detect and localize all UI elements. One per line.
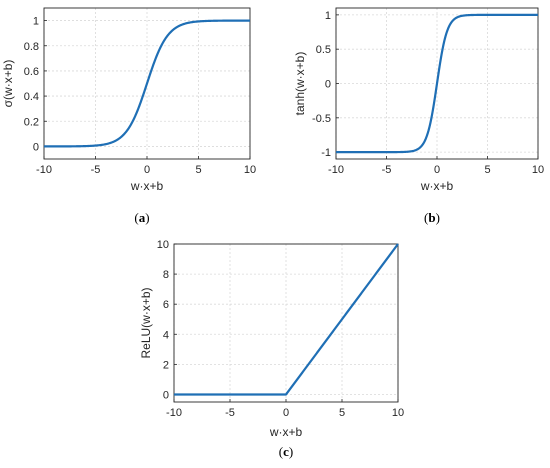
- x-tick-label: -10: [36, 164, 52, 176]
- y-tick-label: 8: [163, 269, 169, 281]
- x-tick-label: -5: [91, 164, 101, 176]
- x-tick-label: -5: [382, 164, 392, 176]
- y-tick-label: 10: [157, 239, 169, 251]
- panel-caption: (a): [134, 210, 149, 225]
- y-tick-label: 1: [33, 16, 39, 28]
- x-tick-label: 5: [339, 407, 345, 419]
- series-line: [43, 19, 251, 148]
- y-tick-label: 0: [325, 79, 331, 91]
- x-tick-label: 0: [144, 164, 150, 176]
- y-tick-label: 0.5: [316, 44, 331, 56]
- x-tick-label: 10: [244, 164, 256, 176]
- y-tick-label: 0.2: [24, 116, 39, 128]
- chart-panel-3: -10 -5 0 5 10 0 2 4 6 8 10 w·x+b ReLU(w·x+b) (c): [139, 239, 404, 459]
- x-axis-label: w·x+b: [130, 179, 164, 193]
- series-line: [335, 13, 539, 154]
- y-tick-label: 0.4: [24, 91, 39, 103]
- x-axis-label: w·x+b: [269, 425, 303, 439]
- y-tick-label: 0.6: [24, 66, 39, 78]
- y-tick-label: 0: [163, 389, 169, 401]
- x-tick-label: 0: [283, 407, 289, 419]
- x-tick-label: 5: [484, 164, 490, 176]
- x-tick-label: 0: [434, 164, 440, 176]
- y-tick-label: 4: [163, 329, 169, 341]
- x-tick-label: -10: [166, 407, 182, 419]
- y-tick-label: -1: [321, 147, 331, 159]
- y-tick-label: -0.5: [312, 113, 331, 125]
- panel-caption: (c): [279, 444, 293, 459]
- chart-panel-1: -10 -5 0 5 10 0 0.2 0.4 0.6 0.8 1 w·x+b σ(w·x+b) (a): [1, 7, 256, 225]
- x-tick-label: 5: [195, 164, 201, 176]
- x-tick-label: -5: [225, 407, 235, 419]
- panel-caption: (b): [424, 210, 440, 225]
- plot-area-frame: [173, 243, 399, 403]
- y-axis-label: tanh(w·x+b): [293, 52, 307, 116]
- y-tick-label: 0.8: [24, 41, 39, 53]
- x-tick-label: -10: [328, 164, 344, 176]
- y-axis-label: ReLU(w·x+b): [139, 287, 153, 358]
- x-tick-label: 10: [532, 164, 544, 176]
- series-line: [173, 243, 399, 396]
- x-axis-label: w·x+b: [420, 179, 454, 193]
- y-tick-label: 6: [163, 299, 169, 311]
- y-tick-label: 2: [163, 359, 169, 371]
- y-tick-label: 0: [33, 141, 39, 153]
- chart-panel-2: -10 -5 0 5 10 -1 -0.5 0 0.5 1 w·x+b tanh(w·x+b) (b): [293, 7, 544, 225]
- x-tick-label: 10: [392, 407, 404, 419]
- y-axis-label: σ(w·x+b): [1, 60, 15, 108]
- y-tick-label: 1: [325, 10, 331, 22]
